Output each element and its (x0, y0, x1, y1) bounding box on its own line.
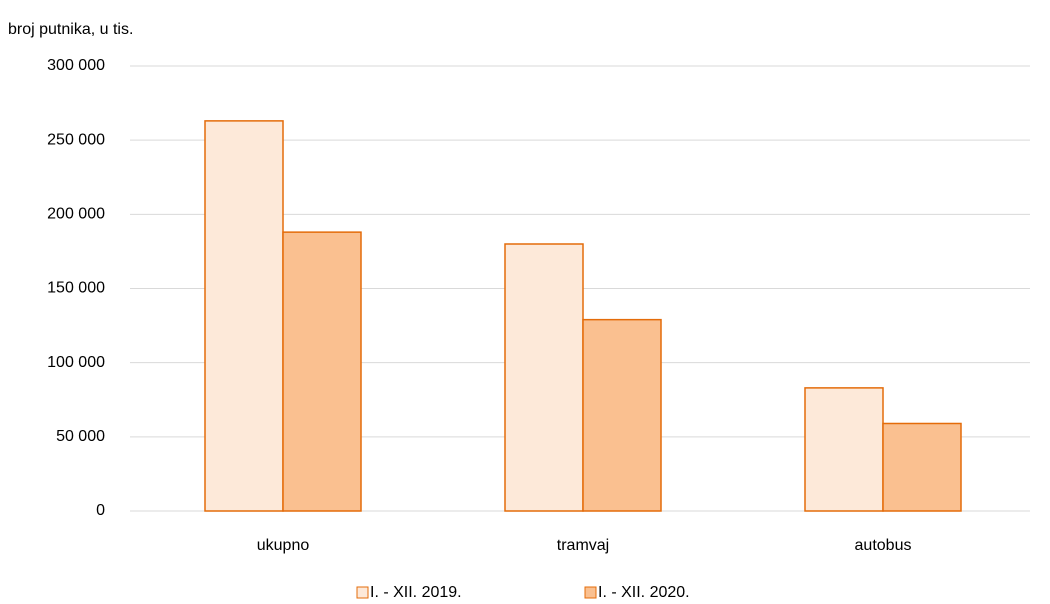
bar (804, 387, 884, 512)
y-tick-label: 100 000 (47, 354, 105, 371)
bar (204, 120, 284, 512)
y-axis-label: broj putnika, u tis. (8, 21, 133, 38)
bar (282, 231, 362, 512)
x-tick-label: ukupno (257, 537, 310, 554)
bar (882, 422, 962, 512)
bar (504, 243, 584, 512)
legend-swatch (584, 586, 597, 599)
legend-label: I. - XII. 2019. (370, 584, 462, 601)
legend-label: I. - XII. 2020. (598, 584, 690, 601)
y-tick-label: 200 000 (47, 206, 105, 223)
x-tick-label: autobus (855, 537, 912, 554)
legend-swatch (356, 586, 369, 599)
bar (582, 318, 662, 512)
x-tick-label: tramvaj (557, 537, 609, 554)
y-tick-label: 150 000 (47, 280, 105, 297)
y-tick-label: 300 000 (47, 57, 105, 74)
y-tick-label: 250 000 (47, 131, 105, 148)
y-tick-label: 50 000 (56, 428, 105, 445)
y-tick-label: 0 (96, 502, 105, 519)
